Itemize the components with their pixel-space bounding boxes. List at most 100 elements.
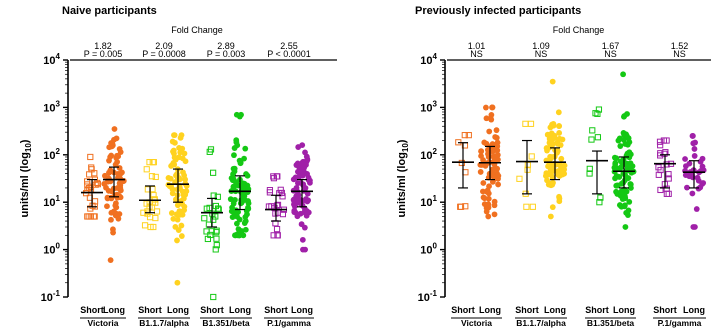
long-point (240, 232, 247, 239)
group-label: P.1/gamma (267, 318, 311, 328)
long-point (693, 206, 700, 212)
short-point (458, 159, 465, 167)
long-point (233, 111, 240, 118)
long-point (480, 180, 487, 186)
short-point (153, 208, 161, 215)
long-point (689, 133, 696, 139)
long-point (626, 198, 633, 205)
long-point (171, 132, 178, 139)
long-label: Long (291, 305, 313, 315)
long-point (170, 148, 176, 155)
short-point (201, 215, 208, 222)
fold-change-value: 2.55 (280, 41, 298, 51)
long-point (292, 174, 299, 181)
long-point (623, 209, 630, 216)
fold-change-value: 2.09 (155, 41, 173, 51)
long-point (299, 236, 306, 243)
long-point (111, 208, 117, 215)
short-point (143, 166, 150, 173)
short-point (273, 225, 281, 233)
long-point (686, 160, 693, 167)
long-point (231, 145, 238, 151)
short-point (212, 202, 219, 210)
long-point (304, 171, 310, 177)
panel-1: Naive participants Fold Change 10-1 100 101 1… (19, 5, 337, 328)
long-point (622, 202, 628, 209)
long-point (182, 176, 189, 183)
long-point (105, 187, 112, 194)
group-victoria: 1.82P = 0.005 Victoria Short Long (80, 41, 127, 328)
short-point (595, 106, 603, 113)
short-point (266, 189, 273, 196)
long-point (244, 211, 250, 218)
short-label: Short (138, 305, 162, 315)
long-label: Long (167, 305, 189, 315)
group-gamma: 2.55P < 0.0001 P.1/gamma Short Long (264, 41, 314, 328)
long-point (484, 187, 491, 194)
long-label: Long (613, 305, 635, 315)
y-tick-label: 102 (420, 147, 437, 162)
long-point (182, 158, 189, 165)
long-point (235, 226, 242, 233)
long-point (699, 181, 706, 187)
long-point (619, 196, 626, 202)
short-point (270, 173, 277, 180)
p-value-label: NS (535, 49, 548, 59)
long-point (230, 200, 237, 207)
long-point (489, 104, 495, 111)
chart-title: Previously infected participants (415, 5, 581, 17)
long-point (547, 153, 554, 160)
short-label: Short (200, 305, 224, 315)
p-value-label: P = 0.005 (84, 49, 123, 59)
short-point (462, 203, 469, 210)
short-point (588, 136, 595, 143)
long-point (613, 182, 620, 189)
fold-change-label: Fold Change (171, 25, 223, 35)
long-point (242, 145, 249, 152)
short-point (665, 175, 672, 182)
long-point (556, 135, 563, 142)
long-point (620, 71, 626, 78)
short-point (84, 178, 91, 185)
long-point (547, 124, 554, 131)
group-label: P.1/gamma (658, 318, 702, 328)
short-label: Short (451, 305, 475, 315)
long-point (628, 185, 634, 191)
short-point (212, 246, 219, 253)
short-point (527, 120, 535, 127)
long-point (546, 131, 553, 138)
long-point (684, 184, 690, 191)
short-point (465, 132, 472, 139)
long-point (229, 214, 236, 221)
group-beta: 2.89P = 0.003 B1.351/beta Short Long (200, 41, 252, 328)
long-point (626, 139, 633, 146)
long-point (302, 185, 309, 191)
long-point (492, 153, 499, 160)
y-axis-label: units/ml (log10) (19, 139, 33, 217)
short-label: Short (515, 305, 539, 315)
short-point (656, 138, 664, 145)
short-label: Short (80, 305, 104, 315)
p-value-label: NS (470, 49, 483, 59)
long-point (181, 207, 188, 213)
long-point (236, 232, 242, 239)
long-point (242, 226, 249, 233)
long-point (169, 190, 176, 197)
long-point (613, 188, 619, 195)
long-point (236, 157, 243, 164)
long-point (690, 224, 697, 230)
long-point (494, 143, 501, 150)
long-point (169, 162, 175, 168)
short-point (87, 153, 94, 161)
long-point (682, 156, 688, 162)
long-point (554, 140, 561, 147)
long-point (611, 154, 618, 161)
long-point (299, 202, 306, 209)
long-point (295, 192, 302, 198)
long-point (304, 190, 311, 197)
long-point (551, 135, 558, 141)
long-point (113, 200, 119, 207)
